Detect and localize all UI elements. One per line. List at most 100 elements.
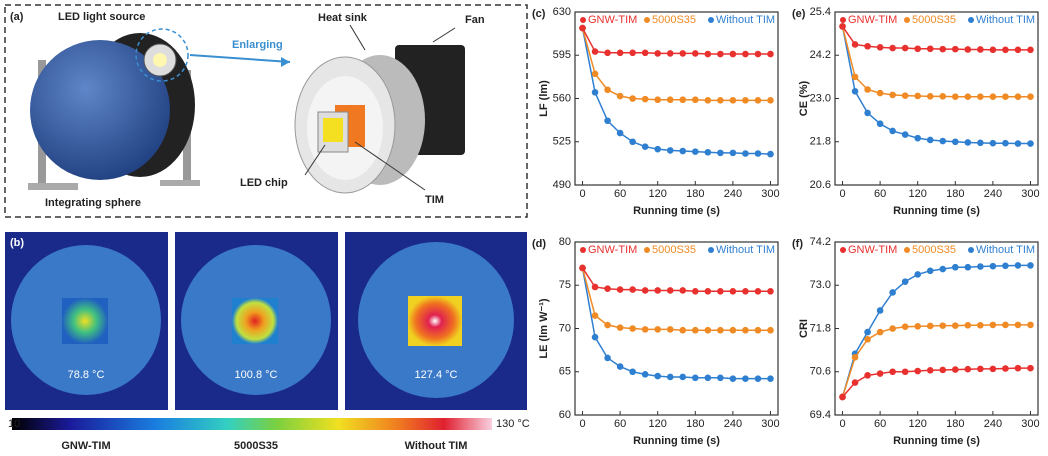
panel-label: (b) [10,237,24,249]
y-tick-label: 74.2 [810,236,831,248]
data-point [914,271,922,278]
data-point [1027,140,1034,147]
data-point [729,149,737,157]
data-point [901,44,909,52]
x-tick-label: 240 [724,418,742,430]
data-point [754,326,762,334]
y-axis-label: CRI [798,319,810,338]
data-point [1027,321,1034,329]
data-point [704,97,712,104]
data-point [864,372,871,379]
data-point [742,150,749,157]
annotation: Heat sink [318,12,368,24]
data-point [1027,93,1034,100]
data-point [1014,321,1022,329]
annotation: Integrating sphere [45,197,141,209]
data-point [691,326,699,334]
data-point [914,134,922,142]
data-point [654,145,662,153]
data-point [939,45,947,53]
series-line [581,27,771,102]
x-axis-label: Running time (s) [633,205,720,217]
data-point [1002,321,1009,329]
sample-name: GNW-TIM [61,440,110,452]
series-line [841,26,1031,98]
y-tick-label: 65 [559,366,571,378]
data-point [767,97,774,104]
data-point [629,95,636,102]
data-point [579,24,586,32]
legend-marker [708,17,714,23]
data-point [977,93,984,100]
y-tick-label: 525 [553,136,571,148]
annotation: LED chip [240,177,288,189]
data-point [604,354,611,362]
arrow [189,54,291,63]
annotation: LED light source [58,11,145,23]
data-point [654,96,662,104]
data-point [951,366,959,373]
y-tick-label: 73.0 [810,279,831,291]
data-point [691,50,699,57]
data-point [604,285,611,293]
data-point [666,326,674,333]
panel-label: (a) [10,11,24,23]
panel-label: (e) [792,8,806,20]
data-point [1014,93,1022,100]
series-line [841,324,1031,398]
data-point [604,86,611,94]
data-point [864,336,871,343]
data-point [604,49,611,57]
data-point [964,46,972,53]
data-point [876,44,884,51]
y-tick-label: 25.4 [810,6,831,18]
legend-marker [644,247,650,253]
data-point [742,50,749,58]
scale-label: 130 °C [496,418,530,430]
x-tick-label: 0 [579,188,585,200]
data-point [729,326,737,334]
data-point [864,42,871,50]
data-point [591,312,599,319]
data-point [914,323,922,330]
legend-marker [840,17,846,23]
sphere-drawing [28,28,200,190]
data-point [679,326,687,334]
data-point [939,93,947,100]
data-point [864,86,871,93]
x-tick-label: 60 [614,418,626,430]
y-tick-label: 75 [559,279,571,291]
data-point [767,150,774,158]
data-point [939,322,947,329]
scale-label: 10 [8,418,20,430]
data-point [704,288,712,295]
data-point [616,92,624,100]
data-point [604,117,611,125]
leader [354,141,426,191]
annotation: Fan [465,14,485,26]
data-point [1014,262,1022,269]
data-point [591,89,599,96]
x-tick-label: 180 [686,418,704,430]
data-point [951,93,959,100]
data-point [654,326,662,333]
y-axis-label: CE (%) [798,80,810,116]
data-point [629,325,636,332]
leader [304,144,326,176]
data-point [876,328,884,336]
legend-label: Without TIM [716,14,775,26]
data-point [666,373,674,381]
data-point [767,326,774,334]
data-point [839,23,846,30]
x-tick-label: 300 [761,418,779,430]
legend-marker [708,247,714,253]
y-tick-label: 70.6 [810,366,831,378]
data-point [951,263,959,271]
data-point [641,143,649,150]
series-line [841,367,1031,398]
x-tick-label: 180 [946,418,964,430]
x-tick-label: 120 [649,418,667,430]
data-point [691,96,699,104]
data-point [889,44,896,52]
legend-label: Without TIM [976,244,1035,256]
